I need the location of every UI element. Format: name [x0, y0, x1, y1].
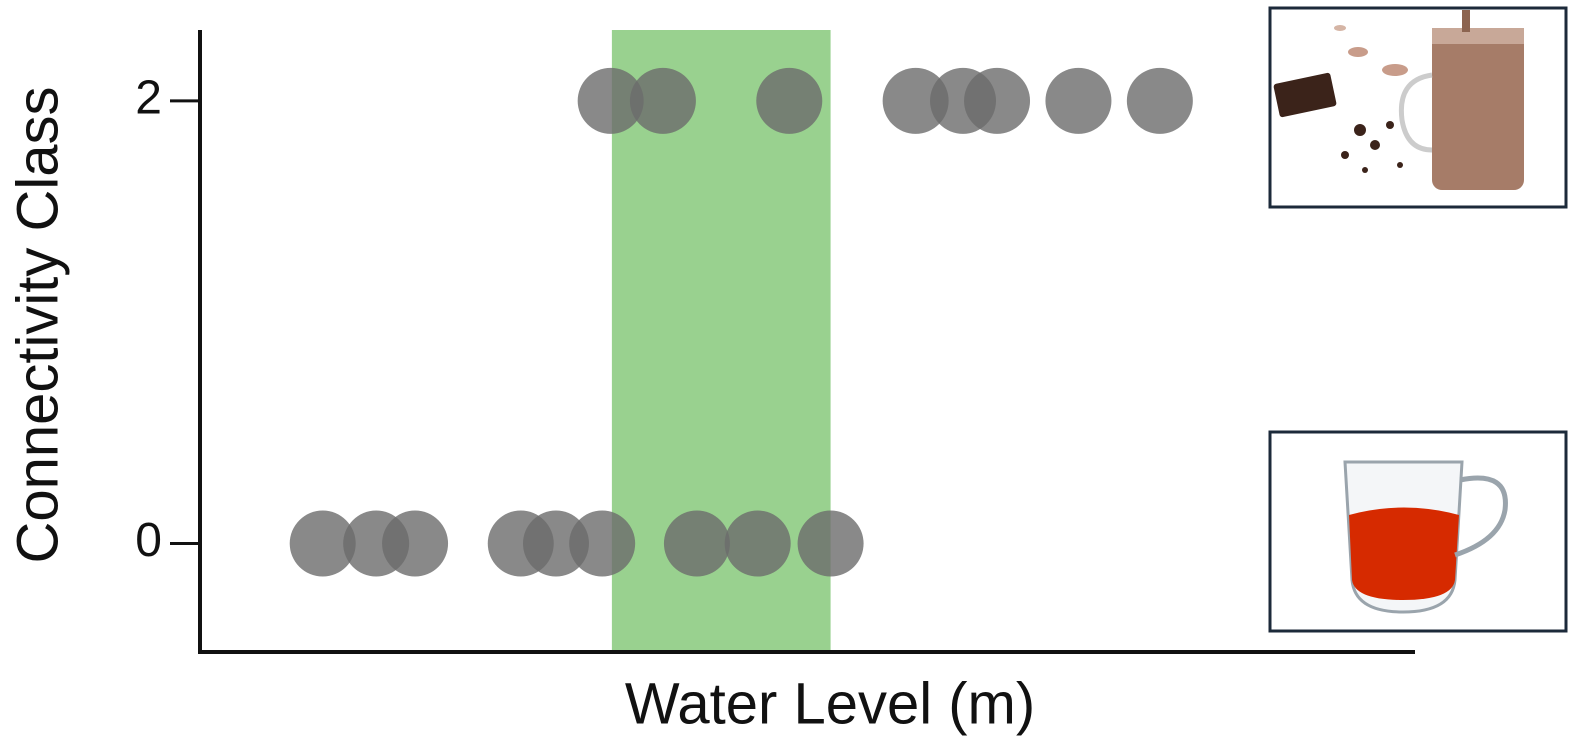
chocolate-milk-image	[1270, 8, 1566, 207]
data-point	[382, 511, 448, 577]
data-point	[964, 68, 1030, 134]
tea-image	[1270, 432, 1566, 631]
plot-area	[290, 30, 1193, 652]
page: {"chart_data": { "type": "scatter", "xla…	[0, 0, 1593, 752]
data-point	[725, 511, 791, 577]
data-point	[664, 511, 730, 577]
y-axis-label: Connectivity Class	[5, 86, 70, 563]
data-point	[756, 68, 822, 134]
data-point	[630, 68, 696, 134]
y-tick-label: 2	[135, 72, 162, 125]
chart: Water Level (m) Connectivity Class 0 2	[0, 0, 1593, 752]
data-point	[569, 511, 635, 577]
y-tick-label: 0	[135, 514, 162, 567]
data-point	[1045, 68, 1111, 134]
x-axis-label: Water Level (m)	[625, 671, 1035, 736]
data-point	[798, 511, 864, 577]
data-point	[1127, 68, 1193, 134]
